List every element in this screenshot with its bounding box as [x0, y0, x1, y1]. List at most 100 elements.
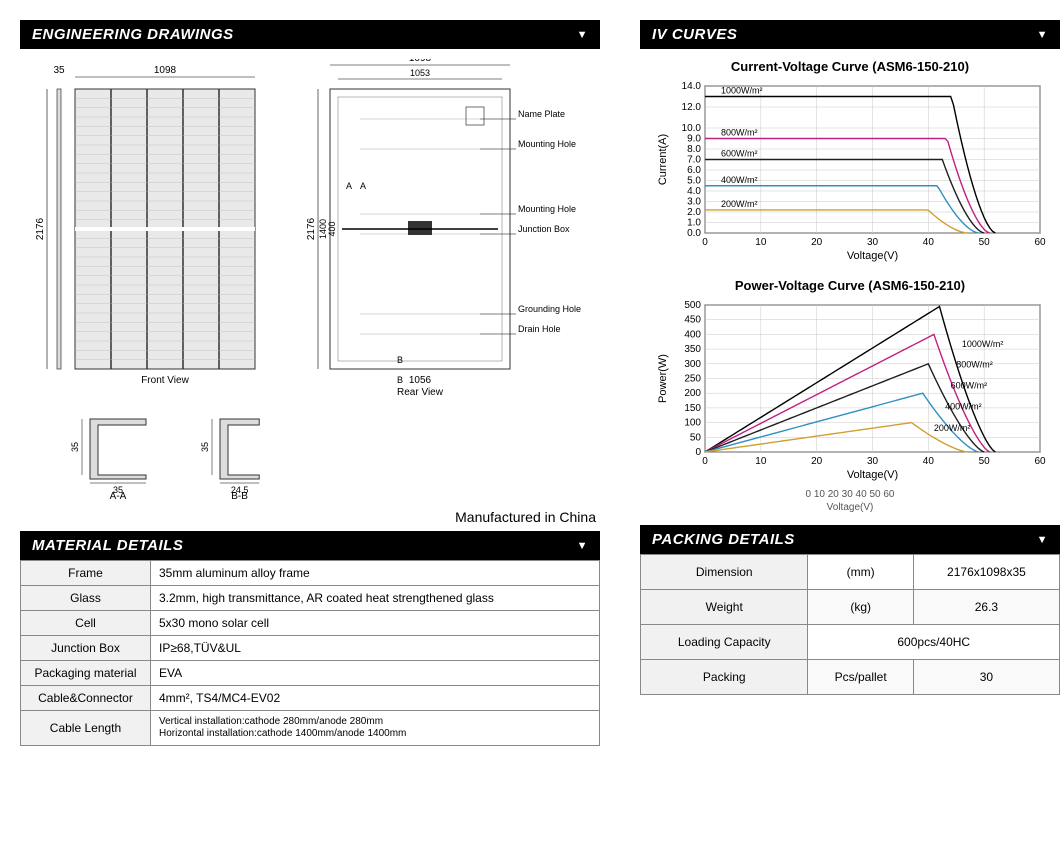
svg-text:250: 250 — [684, 374, 701, 385]
svg-text:100: 100 — [684, 418, 701, 429]
table-row-value: Vertical installation:cathode 280mm/anod… — [151, 711, 600, 746]
svg-text:35: 35 — [113, 485, 123, 495]
svg-text:600W/m²: 600W/m² — [951, 380, 988, 390]
triangle-icon: ▼ — [577, 540, 588, 552]
svg-text:Mounting Hole: Mounting Hole — [518, 204, 576, 214]
packing-unit: Pcs/pallet — [808, 660, 913, 695]
svg-text:1098: 1098 — [154, 65, 177, 76]
svg-text:0: 0 — [702, 237, 708, 248]
svg-text:1.0: 1.0 — [687, 218, 701, 229]
svg-text:60: 60 — [1034, 237, 1046, 248]
manufactured-label: Manufactured in China — [20, 509, 596, 525]
triangle-icon: ▼ — [1037, 534, 1048, 546]
svg-text:Mounting Hole: Mounting Hole — [518, 139, 576, 149]
packing-label: Packing — [641, 660, 808, 695]
loading-label: Loading Capacity — [641, 625, 808, 660]
svg-text:7.0: 7.0 — [687, 155, 701, 166]
svg-text:Grounding Hole: Grounding Hole — [518, 304, 581, 314]
table-row-label: Cable Length — [21, 711, 151, 746]
svg-text:Voltage(V): Voltage(V) — [847, 250, 898, 262]
drawings-area: Front View1098217635Rear View10981053105… — [20, 49, 600, 503]
table-row-label: Cable&Connector — [21, 686, 151, 711]
svg-text:1000W/m²: 1000W/m² — [721, 86, 763, 96]
svg-text:9.0: 9.0 — [687, 134, 701, 145]
svg-text:14.0: 14.0 — [682, 81, 702, 92]
svg-text:3.0: 3.0 — [687, 197, 701, 208]
svg-text:400: 400 — [684, 329, 701, 340]
svg-text:200: 200 — [684, 388, 701, 399]
svg-text:20: 20 — [811, 456, 823, 467]
svg-text:0: 0 — [702, 456, 708, 467]
svg-text:Junction Box: Junction Box — [518, 224, 570, 234]
svg-text:400W/m²: 400W/m² — [945, 402, 982, 412]
svg-text:10: 10 — [755, 237, 767, 248]
svg-text:350: 350 — [684, 344, 701, 355]
iv-chart-title: Current-Voltage Curve (ASM6-150-210) — [640, 59, 1060, 74]
svg-text:40: 40 — [923, 237, 935, 248]
svg-text:35: 35 — [200, 442, 210, 452]
table-row-label: Junction Box — [21, 636, 151, 661]
svg-text:400W/m²: 400W/m² — [721, 175, 758, 185]
svg-text:0: 0 — [695, 447, 701, 458]
table-row-value: IP≥68,TÜV&UL — [151, 636, 600, 661]
svg-text:Drain Hole: Drain Hole — [518, 324, 561, 334]
svg-text:Current(A): Current(A) — [657, 134, 669, 185]
svg-text:2176: 2176 — [306, 217, 317, 240]
svg-text:600W/m²: 600W/m² — [721, 149, 758, 159]
svg-text:B: B — [397, 355, 403, 365]
svg-text:B: B — [397, 375, 403, 385]
dim-value: 2176x1098x35 — [913, 555, 1059, 590]
svg-text:800W/m²: 800W/m² — [956, 359, 993, 369]
packing-header: PACKING DETAILS ▼ — [640, 525, 1060, 554]
packing-title: PACKING DETAILS — [652, 531, 795, 548]
svg-text:60: 60 — [1034, 456, 1046, 467]
weight-label: Weight — [641, 590, 808, 625]
svg-text:Rear View: Rear View — [397, 387, 444, 398]
packing-value: 30 — [913, 660, 1059, 695]
svg-text:10.0: 10.0 — [682, 123, 702, 134]
svg-text:30: 30 — [867, 456, 879, 467]
svg-text:Front View: Front View — [141, 375, 189, 386]
svg-text:1000W/m²: 1000W/m² — [962, 339, 1004, 349]
material-table: Frame35mm aluminum alloy frameGlass3.2mm… — [20, 560, 600, 746]
svg-text:6.0: 6.0 — [687, 165, 701, 176]
pv-chart-title: Power-Voltage Curve (ASM6-150-210) — [640, 278, 1060, 293]
engineering-drawing: Front View1098217635Rear View10981053105… — [20, 59, 600, 499]
phantom-label: Voltage(V) — [640, 502, 1060, 513]
svg-text:200W/m²: 200W/m² — [721, 199, 758, 209]
svg-text:50: 50 — [979, 237, 991, 248]
table-row-value: 5x30 mono solar cell — [151, 611, 600, 636]
svg-text:2176: 2176 — [35, 217, 46, 240]
svg-text:Voltage(V): Voltage(V) — [847, 469, 898, 481]
svg-text:8.0: 8.0 — [687, 144, 701, 155]
dim-label: Dimension — [641, 555, 808, 590]
svg-text:Power(W): Power(W) — [657, 354, 669, 403]
table-row-value: 4mm², TS4/MC4-EV02 — [151, 686, 600, 711]
weight-value: 26.3 — [913, 590, 1059, 625]
svg-text:40: 40 — [923, 456, 935, 467]
table-row-label: Packaging material — [21, 661, 151, 686]
svg-text:50: 50 — [979, 456, 991, 467]
svg-text:800W/m²: 800W/m² — [721, 128, 758, 138]
engineering-header: ENGINEERING DRAWINGS ▼ — [20, 20, 600, 49]
dim-unit: (mm) — [808, 555, 913, 590]
svg-text:10: 10 — [755, 456, 767, 467]
table-row-value: EVA — [151, 661, 600, 686]
table-row-label: Glass — [21, 586, 151, 611]
svg-text:2.0: 2.0 — [687, 207, 701, 218]
svg-text:Name Plate: Name Plate — [518, 109, 565, 119]
svg-text:1098: 1098 — [409, 59, 432, 64]
svg-text:1056: 1056 — [409, 375, 432, 386]
svg-text:50: 50 — [690, 432, 702, 443]
svg-text:400: 400 — [327, 221, 337, 236]
svg-text:450: 450 — [684, 315, 701, 326]
triangle-icon: ▼ — [577, 29, 588, 41]
table-row-value: 35mm aluminum alloy frame — [151, 561, 600, 586]
svg-text:150: 150 — [684, 403, 701, 414]
svg-text:20: 20 — [811, 237, 823, 248]
pv-chart: 0102030405060050100150200250300350400450… — [650, 297, 1050, 487]
svg-text:30: 30 — [867, 237, 879, 248]
svg-text:12.0: 12.0 — [682, 102, 702, 113]
svg-text:35: 35 — [53, 65, 65, 76]
triangle-icon: ▼ — [1037, 29, 1048, 41]
